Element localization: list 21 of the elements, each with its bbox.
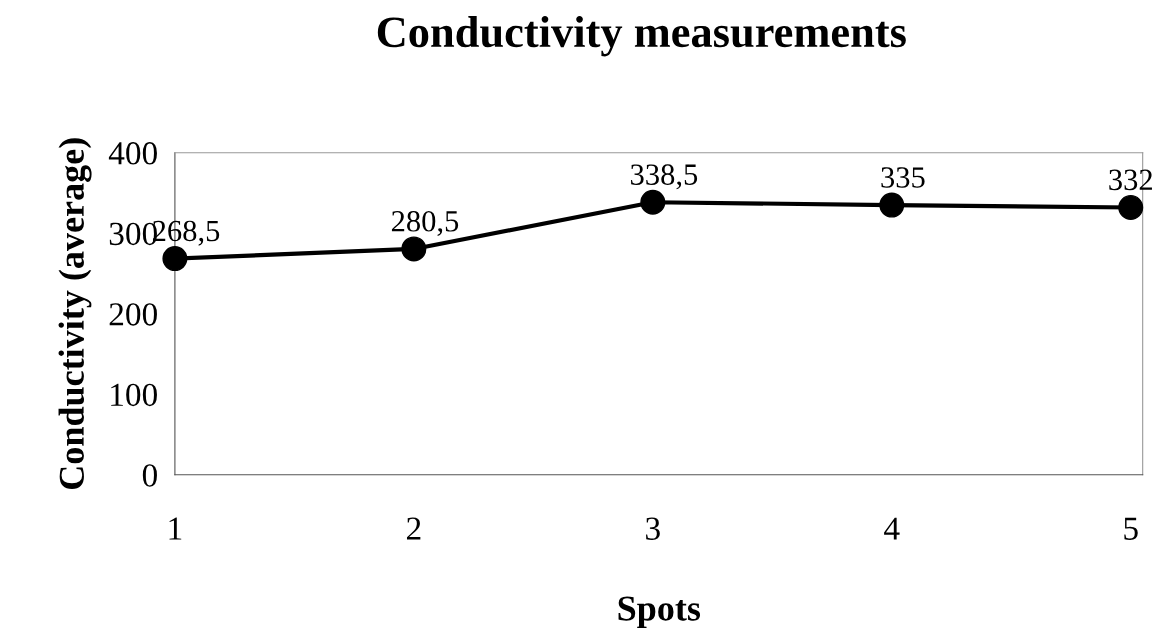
- x-tick-label: 4: [884, 517, 900, 540]
- x-axis-title: Spots: [618, 596, 701, 629]
- point: [162, 246, 188, 272]
- y-tick-label: 0: [142, 464, 157, 487]
- data-label: 335: [881, 167, 925, 188]
- point: [401, 236, 427, 262]
- x-tick-label: 3: [646, 517, 660, 540]
- x-tick-label: 1: [169, 517, 182, 540]
- data-label: 332: [1109, 169, 1152, 191]
- x-tick-label: 2: [406, 517, 421, 540]
- y-axis-title: Conductivity (average): [58, 138, 92, 489]
- y-tick-label: 200: [109, 303, 157, 326]
- chart-title: Conductivity measurements: [377, 15, 906, 57]
- data-label: 338,5: [631, 164, 698, 190]
- data-label: 280,5: [391, 211, 459, 237]
- y-tick-label: 400: [108, 142, 157, 165]
- point: [1118, 194, 1144, 220]
- x-tick-label: 5: [1124, 517, 1138, 540]
- point: [879, 192, 905, 218]
- point: [640, 189, 666, 215]
- y-tick-label: 100: [111, 383, 157, 407]
